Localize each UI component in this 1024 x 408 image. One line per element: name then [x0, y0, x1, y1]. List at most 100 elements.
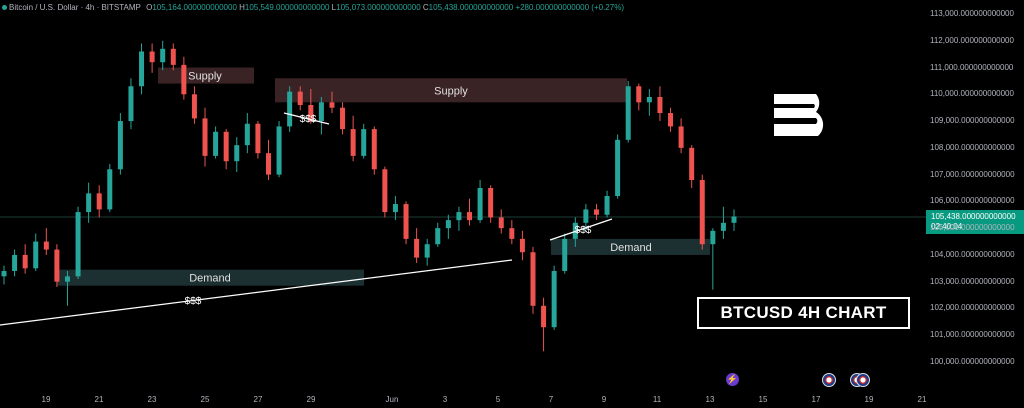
candle-body[interactable]	[54, 249, 60, 282]
candle-body[interactable]	[731, 216, 737, 223]
price-tick-label: 113,000.000000000000	[930, 9, 1014, 18]
date-tick-label: 5	[495, 395, 501, 404]
candle-body[interactable]	[689, 147, 695, 180]
candle-body[interactable]	[424, 244, 430, 258]
candle-body[interactable]	[223, 131, 229, 162]
candle-body[interactable]	[445, 220, 451, 229]
candle-body[interactable]	[170, 48, 176, 65]
candle-body[interactable]	[668, 113, 674, 127]
candle-body[interactable]	[678, 126, 684, 148]
candle-body[interactable]	[244, 123, 250, 146]
candle-body[interactable]	[530, 252, 536, 306]
candle-body[interactable]	[583, 209, 589, 223]
liquidity-line-mid[interactable]	[549, 218, 613, 241]
candle-body[interactable]	[615, 139, 621, 197]
candle-body[interactable]	[477, 188, 483, 221]
candle-body[interactable]	[604, 196, 610, 215]
candle-body[interactable]	[498, 217, 504, 229]
candle-body[interactable]	[371, 129, 377, 170]
candle-body[interactable]	[562, 238, 568, 271]
candle-body[interactable]	[308, 105, 314, 122]
supply-zone-label: Supply	[188, 71, 222, 83]
candle-body[interactable]	[213, 131, 219, 156]
candle-body[interactable]	[117, 121, 123, 170]
candle-body[interactable]	[488, 188, 494, 218]
supply-zone[interactable]	[275, 78, 627, 103]
date-tick-label: 11	[652, 395, 662, 404]
candle-body[interactable]	[160, 48, 166, 63]
candle-body[interactable]	[541, 305, 547, 328]
candle-body[interactable]	[509, 228, 515, 239]
candle-body[interactable]	[191, 94, 197, 119]
candle-body[interactable]	[467, 212, 473, 221]
candle-body[interactable]	[329, 102, 335, 108]
candle-body[interactable]	[287, 91, 293, 127]
candle-body[interactable]	[636, 86, 642, 103]
liquidity-trendline[interactable]	[0, 259, 513, 326]
candle-body[interactable]	[255, 123, 261, 154]
candle-body[interactable]	[382, 169, 388, 213]
candle-body[interactable]	[646, 96, 652, 103]
candle-body[interactable]	[593, 209, 599, 215]
candle-body[interactable]	[403, 204, 409, 239]
us-flag-event-icon[interactable]	[822, 373, 836, 387]
candle-body[interactable]	[75, 212, 81, 277]
candle-body[interactable]	[234, 145, 240, 162]
candle-body[interactable]	[276, 126, 282, 175]
candle-body[interactable]	[361, 129, 367, 156]
candle-body[interactable]	[297, 91, 303, 106]
us-flag-event-icon[interactable]	[856, 373, 870, 387]
candle-body[interactable]	[149, 51, 155, 63]
candle-body[interactable]	[625, 86, 631, 140]
candle-body[interactable]	[710, 230, 716, 245]
demand-zone[interactable]	[551, 238, 710, 255]
lightning-icon[interactable]: ⚡	[726, 373, 739, 386]
date-tick-label: 17	[811, 395, 821, 404]
date-tick-label: 29	[306, 395, 316, 404]
candle-body[interactable]	[96, 193, 102, 210]
candle-body[interactable]	[33, 241, 39, 269]
demand-zone[interactable]	[57, 269, 364, 286]
candle-body[interactable]	[12, 254, 18, 271]
close-value: 105,438.000000000000	[428, 3, 514, 12]
candle-body[interactable]	[64, 276, 70, 282]
candle-body[interactable]	[181, 64, 187, 95]
candle-body[interactable]	[519, 238, 525, 253]
candle-body[interactable]	[340, 107, 346, 130]
candle-body[interactable]	[128, 86, 134, 122]
candle-body[interactable]	[720, 222, 726, 231]
date-tick-label: 19	[864, 395, 874, 404]
candle-body[interactable]	[318, 102, 324, 122]
candle-body[interactable]	[456, 212, 462, 221]
candle-body[interactable]	[392, 204, 398, 213]
candle-body[interactable]	[435, 228, 441, 245]
brand-logo	[774, 94, 824, 136]
candle-body[interactable]	[657, 96, 663, 114]
liquidity-label: $$$	[575, 225, 592, 236]
liquidity-label: $$$	[185, 296, 202, 307]
candle-body[interactable]	[551, 270, 557, 328]
candle-countdown: 02:40:04	[931, 222, 963, 231]
candle-body[interactable]	[350, 129, 356, 156]
candle-body[interactable]	[265, 153, 271, 175]
candle-body[interactable]	[22, 254, 28, 269]
liquidity-label: $$$	[300, 114, 317, 125]
date-tick-label: 13	[705, 395, 715, 404]
liquidity-line-top[interactable]	[283, 112, 330, 125]
symbol-label[interactable]: Bitcoin / U.S. Dollar · 4h · BITSTAMP	[9, 3, 141, 12]
date-tick-label: 3	[442, 395, 448, 404]
demand-zone-label: Demand	[189, 273, 231, 285]
candle-body[interactable]	[699, 179, 705, 245]
current-price-value: 105,438.000000000000	[931, 212, 1016, 221]
high-value: 105,549.000000000000	[244, 3, 330, 12]
candle-body[interactable]	[202, 118, 208, 156]
candle-body[interactable]	[1, 270, 7, 277]
market-status-icon	[2, 5, 7, 11]
candle-body[interactable]	[414, 238, 420, 258]
candle-body[interactable]	[86, 193, 92, 213]
candle-body[interactable]	[43, 241, 49, 250]
candle-body[interactable]	[139, 51, 145, 87]
candle-body[interactable]	[107, 169, 113, 210]
